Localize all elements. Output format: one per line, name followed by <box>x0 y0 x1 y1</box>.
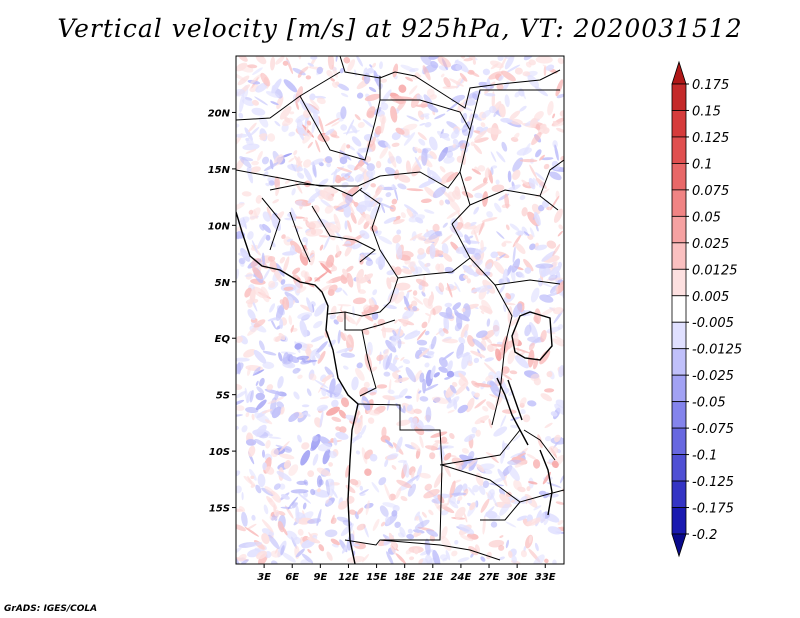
colorbar-label: -0.1 <box>692 449 717 464</box>
map-frame <box>235 55 565 565</box>
colorbar-box <box>671 189 687 217</box>
colorbar-label: 0.15 <box>692 104 721 119</box>
colorbar-box <box>671 401 687 429</box>
velocity-field <box>236 56 564 564</box>
coastline <box>236 211 553 564</box>
colorbar-box <box>671 242 687 270</box>
colorbar-box <box>671 507 687 535</box>
colorbar-label: -0.2 <box>692 528 717 543</box>
x-tick-label: 3E <box>257 572 271 583</box>
colorbar-box <box>671 454 687 482</box>
y-tick-label: 15N <box>208 165 231 176</box>
colorbar-box <box>671 374 687 403</box>
y-tick-label: 15S <box>209 504 230 515</box>
colorbar-top-arrow <box>671 60 687 85</box>
colorbar-box <box>671 295 687 323</box>
colorbar-box <box>671 215 687 244</box>
x-tick-label: 12E <box>338 572 359 583</box>
colorbar-box <box>671 321 687 350</box>
colorbar-box <box>671 480 687 508</box>
y-tick-label: 20N <box>208 108 231 119</box>
x-tick-label: 18E <box>394 572 415 583</box>
colorbar-label: -0.175 <box>692 502 734 517</box>
colorbar-label: -0.0125 <box>692 343 742 358</box>
x-tick-label: 30E <box>507 572 528 583</box>
y-tick-label: 5N <box>215 278 231 289</box>
x-axis: 3E 6E 9E 12E 15E 18E 21E 24E 27E 30E 33E <box>257 564 556 583</box>
colorbar-box <box>671 163 687 191</box>
colorbar-label: 0.175 <box>692 78 729 93</box>
grads-credit: GrADS: IGES/COLA <box>4 604 98 614</box>
colorbar-label: 0.125 <box>692 131 729 146</box>
colorbar-label: 0.025 <box>692 237 729 252</box>
x-tick-label: 9E <box>313 572 327 583</box>
x-tick-label: 6E <box>285 572 299 583</box>
y-tick-label: EQ <box>215 334 231 345</box>
country-borders <box>236 56 564 561</box>
colorbar-label: 0.075 <box>692 184 729 199</box>
x-tick-label: 24E <box>451 572 472 583</box>
x-tick-label: 15E <box>366 572 387 583</box>
page-title: Vertical velocity [m/s] at 925hPa, VT: 2… <box>57 14 743 43</box>
colorbar-label: 0.005 <box>692 290 729 305</box>
colorbar-label: 0.1 <box>692 157 713 172</box>
colorbar-bottom-arrow <box>671 533 687 558</box>
colorbar-label: 0.05 <box>692 210 721 225</box>
colorbar-label: 0.0125 <box>692 263 738 278</box>
colorbar: 0.175 0.15 0.125 0.1 0.075 0.05 0.025 0.0125 0.0… <box>671 60 742 558</box>
colorbar-label: -0.005 <box>692 316 734 331</box>
colorbar-label: -0.05 <box>692 396 726 411</box>
x-tick-label: 21E <box>422 572 443 583</box>
colorbar-label: -0.125 <box>692 475 734 490</box>
y-axis: 20N 15N 10N 5N EQ 5S 10S 15S <box>208 108 236 515</box>
colorbar-box <box>671 427 687 455</box>
colorbar-label: -0.025 <box>692 369 734 384</box>
colorbar-box <box>671 268 687 297</box>
colorbar-box <box>671 348 687 376</box>
x-tick-label: 27E <box>479 572 500 583</box>
colorbar-box <box>671 83 687 111</box>
colorbar-box <box>671 136 687 164</box>
y-tick-label: 10S <box>209 447 230 458</box>
y-tick-label: 10N <box>208 221 231 232</box>
x-tick-label: 33E <box>535 572 556 583</box>
y-tick-label: 5S <box>216 391 230 402</box>
colorbar-label: -0.075 <box>692 422 734 437</box>
colorbar-box <box>671 110 687 138</box>
